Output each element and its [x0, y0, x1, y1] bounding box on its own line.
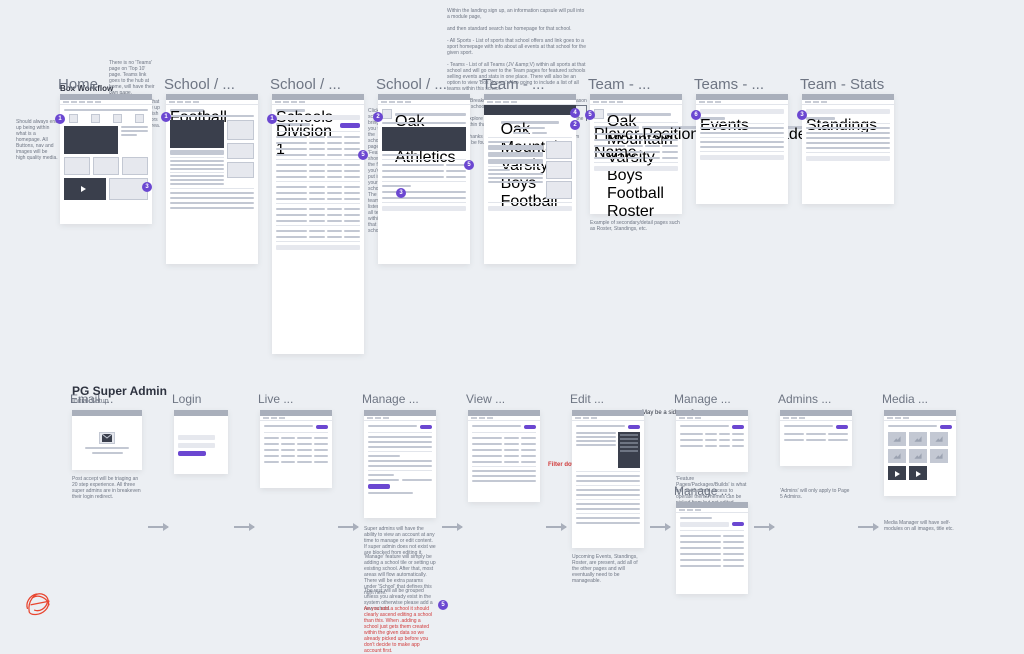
manage-cta[interactable]	[420, 425, 432, 429]
edit-dropdown[interactable]	[618, 432, 640, 468]
school2-title: Schools	[276, 109, 305, 112]
login-button[interactable]	[178, 451, 206, 456]
dot-3: 3	[142, 182, 152, 192]
wf-email[interactable]: Email ... Post accept will be triaging a…	[72, 410, 142, 470]
label-team-1: Team - ...	[482, 76, 545, 93]
arrow	[650, 526, 670, 528]
dot-6: 6	[691, 110, 701, 120]
team4-title: Standings	[806, 117, 835, 120]
team2-footer-note: Example of secondary/detail pages such a…	[590, 220, 682, 232]
label-teams-3: Teams - ...	[694, 76, 764, 93]
dot-5b: 5	[464, 160, 474, 170]
dot-3b: 3	[396, 188, 406, 198]
manage2a-cta[interactable]	[732, 425, 744, 429]
manage-stack: Manage ... 'Feature Pages/Packages/Build…	[676, 410, 748, 594]
label-manage: Manage ...	[362, 392, 419, 406]
label-edit: Edit ...	[570, 392, 604, 406]
dot-2a: 2	[373, 112, 383, 122]
wf-live[interactable]: Live ...	[260, 410, 332, 488]
home-note-c: Should always end up being within what i…	[16, 119, 58, 161]
heading-football: Football	[170, 109, 204, 112]
col-player: Player Name	[594, 126, 639, 129]
dot-3c: 3	[797, 110, 807, 120]
arrow	[858, 526, 878, 528]
row-top: Home 1 3	[60, 94, 894, 354]
manage-note-red: As you add a school it should clearly as…	[364, 606, 436, 654]
wf-manage[interactable]: Manage ... Super admins will have the ab…	[364, 410, 436, 518]
media-footer: Media Manager will have self-modules on …	[884, 520, 956, 532]
dot-5c: 5	[585, 110, 595, 120]
label-home: Home	[58, 76, 98, 93]
dot-1c: 1	[267, 114, 277, 124]
dot-4: 4	[570, 108, 580, 118]
live-cta[interactable]	[316, 425, 328, 429]
label-view: View ...	[466, 392, 505, 406]
email-footer-note: Post accept will be triaging an 20 step …	[72, 476, 142, 500]
arrow	[546, 526, 566, 528]
team1-title: Oak Mountain Varsity Boys Football	[501, 121, 560, 124]
dot-1b: 1	[161, 112, 171, 122]
label-manage-2b: Manage ...	[674, 484, 731, 498]
wf-media[interactable]: Media ... Media Manager will have self-m…	[884, 410, 956, 496]
manage2b-cta[interactable]	[732, 522, 744, 526]
dot-5a: 5	[358, 150, 368, 160]
col-position: Position	[642, 126, 699, 129]
label-email: Email ...	[70, 392, 113, 406]
home-note-a: There is no 'Teams' page on 'Top 10' pag…	[109, 60, 157, 96]
cta-purple[interactable]	[340, 123, 360, 128]
wf-team-4[interactable]: Team - Stats 3 Standings	[802, 94, 894, 204]
wf-home[interactable]: Home 1 3	[60, 94, 152, 224]
label-live: Live ...	[258, 392, 293, 406]
wf-manage-2b[interactable]: Manage ...	[676, 502, 748, 594]
brand-logo	[22, 585, 58, 621]
label-school-1: School / ...	[164, 76, 235, 93]
wf-view[interactable]: View ...	[468, 410, 540, 502]
wf-edit[interactable]: Edit ...	[572, 410, 644, 548]
label-admins: Admins ...	[778, 392, 831, 406]
label-team-4: Team - Stats	[800, 76, 884, 93]
wf-manage-2a[interactable]: Manage ... 'Feature Pages/Packages/Build…	[676, 410, 748, 472]
wf-edit-wrap: Filter down by Sport first Edit ...	[572, 410, 644, 548]
arrow	[754, 526, 774, 528]
wf-teams-3[interactable]: Teams - ... 6 Events	[696, 94, 788, 204]
dot-bottom-5: 5	[438, 600, 448, 610]
dot-2b: 2	[570, 120, 580, 130]
wf-admins[interactable]: Admins ... 'Admins' will only apply to P…	[780, 410, 852, 466]
school2-sub: Division 1	[276, 123, 310, 126]
manage-submit[interactable]	[368, 484, 390, 489]
view-cta[interactable]	[524, 425, 536, 429]
label-school-2: School / ...	[270, 76, 341, 93]
row-bottom: Email ... Post accept will be triaging a…	[72, 410, 956, 594]
label-school-3: School / ...	[376, 76, 447, 93]
envelope-icon	[102, 434, 112, 442]
edit-cta[interactable]	[628, 425, 640, 429]
arrow	[148, 526, 168, 528]
wf-team-1[interactable]: Team - ... 4 2 Oak Mountain Varsity Boys…	[484, 94, 576, 264]
arrow	[442, 526, 462, 528]
teams3-title: Events	[700, 117, 725, 120]
edit-footer-note: Upcoming Events, Standings, Roster, are …	[572, 554, 644, 584]
wf-school-1[interactable]: School / ... 1 Football	[166, 94, 258, 264]
admins-footer: 'Admins' will only apply to Page 5 Admin…	[780, 488, 852, 500]
team2-title: Oak Mountain Varsity Boys Football Roste…	[607, 113, 671, 116]
dot-1a: 1	[55, 114, 65, 124]
arrow	[338, 526, 358, 528]
label-team-2: Team - ...	[588, 76, 651, 93]
arrow	[234, 526, 254, 528]
wf-login[interactable]: Login	[174, 410, 228, 474]
school3-title: Oak Mountain Athletics	[395, 113, 466, 116]
admins-cta[interactable]	[836, 425, 848, 429]
manage-note-a: Super admins will have the ability to vi…	[364, 526, 436, 556]
wf-team-2[interactable]: Team - ... 5 Oak Mountain Varsity Boys F…	[590, 94, 682, 214]
wf-school-2[interactable]: School / ... 1 5 Clicking school brings …	[272, 94, 364, 354]
label-media: Media ...	[882, 392, 928, 406]
label-login: Login	[172, 392, 201, 406]
media-cta[interactable]	[940, 425, 952, 429]
label-manage-2a: Manage ...	[674, 392, 731, 406]
wf-school-3[interactable]: School / ... 2 5 3 Oak Mountain Athletic…	[378, 94, 470, 264]
